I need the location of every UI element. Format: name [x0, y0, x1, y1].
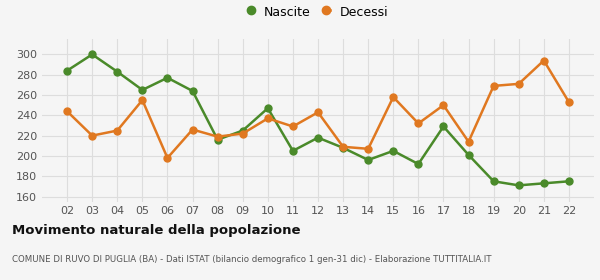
Nascite [113, 70, 121, 73]
Decessi [239, 132, 247, 135]
Decessi [440, 104, 447, 107]
Nascite [314, 136, 322, 139]
Line: Decessi: Decessi [64, 57, 572, 162]
Text: COMUNE DI RUVO DI PUGLIA (BA) - Dati ISTAT (bilancio demografico 1 gen-31 dic) -: COMUNE DI RUVO DI PUGLIA (BA) - Dati IST… [12, 255, 491, 264]
Nascite [214, 138, 221, 141]
Line: Nascite: Nascite [64, 51, 572, 189]
Nascite [465, 153, 472, 157]
Nascite [89, 53, 96, 56]
Nascite [164, 76, 171, 80]
Decessi [540, 59, 547, 62]
Decessi [214, 135, 221, 138]
Decessi [264, 117, 271, 120]
Decessi [465, 140, 472, 143]
Nascite [264, 107, 271, 110]
Decessi [389, 95, 397, 99]
Nascite [289, 149, 296, 153]
Text: Movimento naturale della popolazione: Movimento naturale della popolazione [12, 224, 301, 237]
Decessi [164, 156, 171, 160]
Decessi [189, 128, 196, 131]
Decessi [365, 147, 372, 151]
Nascite [239, 129, 247, 132]
Nascite [64, 69, 71, 72]
Decessi [515, 82, 523, 86]
Nascite [415, 162, 422, 166]
Decessi [89, 134, 96, 137]
Nascite [340, 146, 347, 150]
Decessi [490, 84, 497, 88]
Nascite [139, 88, 146, 92]
Nascite [490, 180, 497, 183]
Decessi [139, 99, 146, 102]
Nascite [540, 182, 547, 185]
Nascite [565, 180, 572, 183]
Decessi [289, 125, 296, 128]
Decessi [415, 122, 422, 125]
Legend: Nascite, Decessi: Nascite, Decessi [243, 0, 393, 24]
Nascite [440, 125, 447, 128]
Decessi [113, 129, 121, 132]
Decessi [64, 109, 71, 113]
Nascite [365, 158, 372, 162]
Nascite [389, 149, 397, 153]
Nascite [189, 89, 196, 93]
Decessi [314, 111, 322, 114]
Nascite [515, 184, 523, 187]
Decessi [340, 145, 347, 148]
Decessi [565, 101, 572, 104]
